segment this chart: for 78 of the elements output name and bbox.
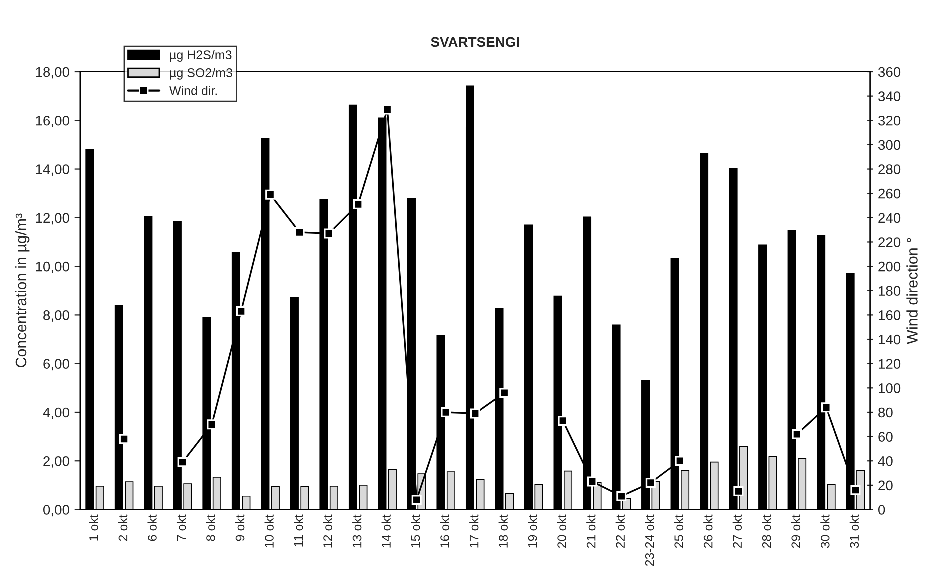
y-tick-label: 14,00 — [36, 164, 70, 176]
y2-tick-label: 300 — [878, 140, 901, 150]
y2-tick-label: 100 — [879, 383, 901, 394]
x-tick-label: 8 okt — [206, 514, 216, 542]
x-tick-label: 30 okt — [820, 514, 830, 548]
point — [119, 434, 130, 444]
x-tick-label: 26 okt — [704, 514, 713, 548]
point — [178, 457, 188, 468]
point — [412, 495, 422, 506]
x-tick-label: 9 okt — [235, 514, 245, 542]
x-tick-label: 2 okt — [118, 514, 128, 542]
y2-tick-label: 120 — [879, 359, 901, 370]
point — [353, 200, 364, 210]
x-tick-label: 25 okt — [674, 514, 684, 548]
y-tick-label: 8,00 — [44, 310, 70, 322]
chart-title: SVARTSENGI — [431, 37, 520, 48]
y2-tick-label: 280 — [878, 164, 901, 174]
x-tick-label: 21 okt — [586, 514, 596, 548]
x-tick-label: 12 okt — [323, 514, 332, 548]
point — [236, 306, 246, 317]
y-tick-label: 4,00 — [43, 408, 70, 420]
x-tick-label: 27 okt — [732, 514, 742, 548]
y2-tick-label: 180 — [879, 286, 901, 296]
x-tick-label: 17 okt — [470, 514, 479, 548]
x-tick-label: 18 okt — [498, 514, 508, 548]
point — [441, 407, 452, 418]
point — [616, 491, 627, 502]
x-tick-label: 23-24 okt — [645, 514, 654, 566]
x-tick-label: 19 okt — [528, 514, 538, 548]
y-tick-label: 12,00 — [36, 213, 70, 225]
y-tick-label: 0,00 — [44, 505, 70, 517]
x-tick-label: 14 okt — [382, 514, 391, 548]
y2-tick-label: 160 — [879, 310, 901, 320]
x-tick-label: 31 okt — [850, 514, 860, 548]
y2-tick-label: 0 — [878, 505, 886, 515]
y2-tick-label: 340 — [878, 92, 901, 102]
y2-tick-label: 140 — [879, 334, 901, 345]
y-axis-title: Concentration in µg/m³ — [15, 214, 30, 368]
legend-label: µg H2S/m3 — [170, 50, 232, 62]
y-tick-label: 18,00 — [36, 67, 70, 79]
point — [821, 402, 832, 413]
y-tick-label: 2,00 — [44, 456, 70, 468]
x-tick-label: 28 okt — [762, 514, 772, 548]
x-tick-label: 6 okt — [148, 514, 157, 542]
x-tick-label: 13 okt — [352, 514, 362, 548]
point — [470, 408, 480, 419]
legend-label: µg SO2/m3 — [170, 68, 232, 80]
y2-tick-label: 40 — [878, 456, 893, 466]
point — [734, 486, 744, 497]
x-tick-label: 11 okt — [294, 514, 304, 547]
y2-tick-label: 220 — [878, 238, 901, 248]
x-tick-label: 22 okt — [616, 514, 625, 548]
y2-tick-label: 80 — [878, 408, 893, 418]
y2-tick-label: 360 — [878, 67, 901, 78]
y2-tick-label: 240 — [878, 213, 901, 224]
x-tick-label: 20 okt — [557, 514, 566, 548]
y2-tick-label: 20 — [878, 480, 893, 491]
y-tick-label: 16,00 — [36, 116, 70, 128]
point — [792, 429, 802, 440]
x-tick-label: 7 okt — [176, 514, 186, 542]
legend-label: Wind dir. — [170, 86, 217, 96]
point — [646, 478, 656, 488]
y-tick-label: 6,00 — [44, 359, 70, 371]
point — [266, 190, 276, 200]
x-tick-label: 1 okt — [89, 514, 98, 541]
y2-tick-label: 260 — [878, 188, 901, 199]
x-tick-label: 16 okt — [440, 514, 450, 548]
y2-tick-label: 200 — [878, 262, 901, 272]
point — [324, 228, 334, 239]
x-tick-label: 10 okt — [264, 514, 274, 548]
y-tick-label: 10,00 — [36, 262, 70, 274]
x-tick-label: 15 okt — [411, 514, 420, 548]
point — [850, 485, 861, 496]
y2-tick-label: 320 — [878, 116, 901, 126]
y2-axis-title: Wind direction ° — [906, 238, 918, 344]
y2-tick-label: 60 — [878, 432, 893, 442]
x-tick-label: 29 okt — [791, 514, 801, 548]
point — [587, 476, 598, 487]
